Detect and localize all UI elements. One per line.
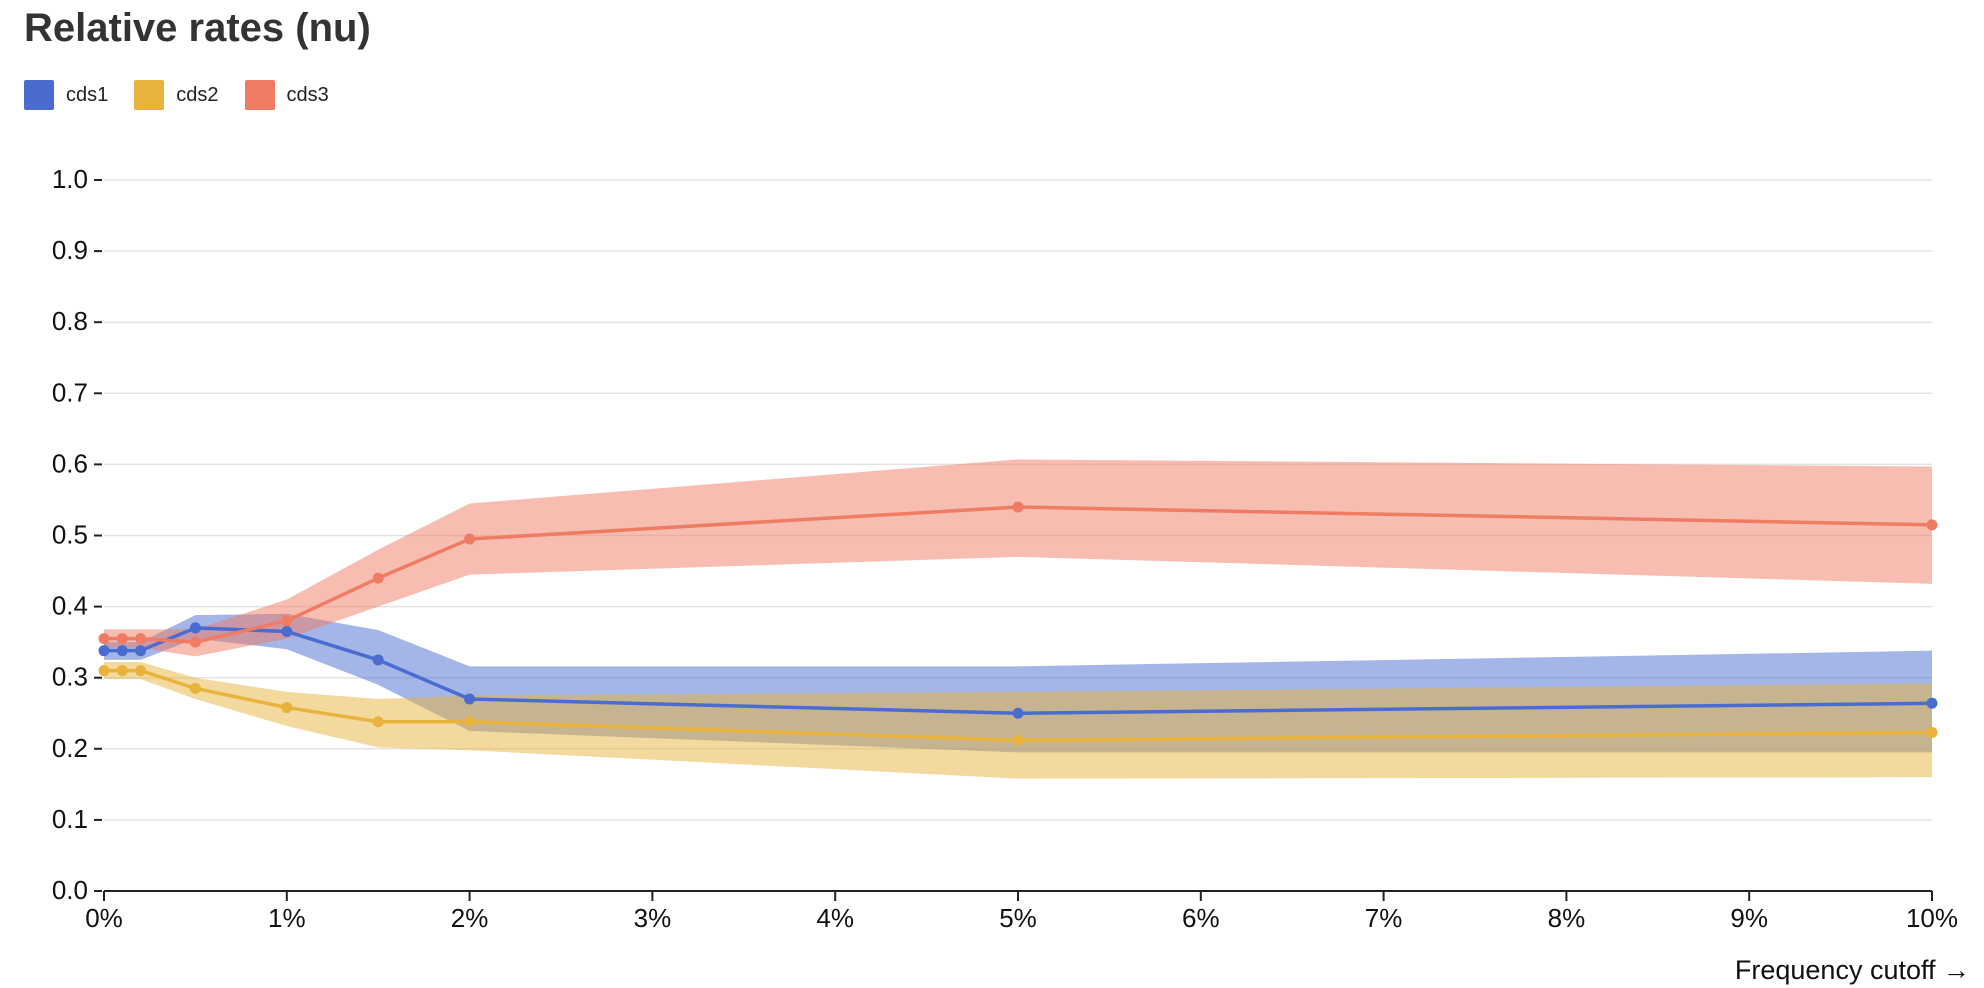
data-point-cds3 <box>464 533 476 545</box>
legend-swatch-cds1 <box>24 80 54 110</box>
data-point-cds2 <box>135 665 147 677</box>
data-point-cds1 <box>281 625 293 637</box>
y-tick-label: 0.1 <box>52 804 88 834</box>
data-point-cds1 <box>189 622 201 634</box>
y-tick-label: 0.9 <box>52 235 88 265</box>
x-tick-label: 3% <box>634 903 672 933</box>
data-point-cds3 <box>116 633 128 645</box>
data-point-cds3 <box>281 615 293 627</box>
data-point-cds3 <box>372 572 384 584</box>
y-tick-label: 0.8 <box>52 306 88 336</box>
x-tick-label: 1% <box>268 903 306 933</box>
y-tick-label: 0.3 <box>52 662 88 692</box>
data-point-cds2 <box>189 682 201 694</box>
x-tick-label: 8% <box>1548 903 1586 933</box>
data-point-cds2 <box>281 702 293 714</box>
data-point-cds2 <box>98 665 110 677</box>
y-tick-label: 0.5 <box>52 520 88 550</box>
data-point-cds2 <box>1926 726 1938 738</box>
band-cds3 <box>104 459 1932 657</box>
data-point-cds3 <box>135 633 147 645</box>
data-point-cds2 <box>464 716 476 728</box>
legend-item-cds3: cds3 <box>244 80 329 110</box>
y-tick-label: 0.6 <box>52 448 88 478</box>
chart-title: Relative rates (nu) <box>24 6 371 50</box>
x-tick-label: 10% <box>1906 903 1958 933</box>
data-point-cds3 <box>189 636 201 648</box>
data-point-cds3 <box>1012 501 1024 513</box>
legend: cds1 cds2 cds3 <box>24 80 355 110</box>
x-tick-label: 4% <box>816 903 854 933</box>
x-tick-label: 2% <box>451 903 489 933</box>
data-point-cds1 <box>116 645 128 657</box>
legend-label-cds1: cds1 <box>66 83 109 106</box>
legend-swatch-cds2 <box>134 80 165 110</box>
y-tick-label: 0.0 <box>52 875 88 905</box>
x-tick-label: 5% <box>999 903 1037 933</box>
legend-item-cds2: cds2 <box>134 80 219 110</box>
y-tick-label: 1.0 <box>52 164 88 194</box>
x-tick-label: 6% <box>1182 903 1220 933</box>
data-point-cds3 <box>1926 519 1938 531</box>
x-tick-label: 0% <box>85 903 123 933</box>
y-tick-label: 0.2 <box>52 733 88 763</box>
y-tick-label: 0.7 <box>52 377 88 407</box>
data-point-cds1 <box>135 645 147 657</box>
data-point-cds2 <box>116 665 128 677</box>
legend-item-cds1: cds1 <box>24 80 108 110</box>
data-point-cds1 <box>464 693 476 705</box>
data-point-cds1 <box>98 645 110 657</box>
data-point-cds3 <box>98 633 110 645</box>
data-point-cds1 <box>1012 707 1024 719</box>
legend-label-cds2: cds2 <box>176 83 219 106</box>
x-axis-label: Frequency cutoff → <box>1735 955 1970 985</box>
legend-label-cds3: cds3 <box>286 83 329 106</box>
band-cds2 <box>104 662 1932 779</box>
data-point-cds1 <box>1926 697 1938 709</box>
legend-swatch-cds3 <box>244 80 275 110</box>
x-tick-label: 7% <box>1365 903 1403 933</box>
data-point-cds1 <box>372 654 384 666</box>
x-tick-label: 9% <box>1730 903 1768 933</box>
data-point-cds2 <box>1012 734 1024 746</box>
y-tick-label: 0.4 <box>52 591 88 621</box>
data-point-cds2 <box>372 716 384 728</box>
